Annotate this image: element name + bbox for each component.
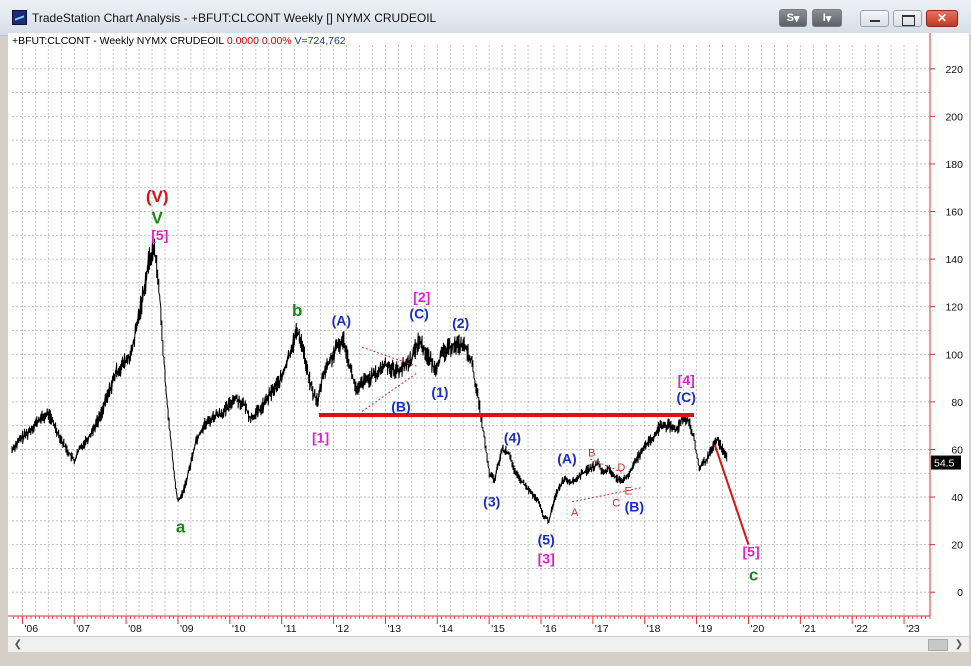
chart-area[interactable]: 0 20 40 60 80 100 120 140 160 180 200 220 '06 '07 '08 '… (8, 33, 969, 636)
x-tick-label: '17 (595, 623, 609, 635)
wave-label: b (292, 301, 302, 320)
wave-label: (B) (625, 498, 644, 514)
s-menu-button[interactable]: S ▾ (779, 9, 807, 27)
maximize-icon (902, 15, 915, 26)
y-tick-label: 100 (945, 349, 963, 361)
wave-label: c (749, 565, 758, 584)
minimize-icon (870, 20, 880, 22)
tradestation-app-icon (12, 10, 27, 25)
s-label: S (786, 12, 794, 24)
scroll-right-icon[interactable]: ❯ (954, 639, 964, 650)
wave-label: C (612, 498, 620, 510)
wave-label: (C) (409, 306, 428, 322)
x-tick-label: '07 (76, 623, 90, 635)
dashed-channel-line (361, 346, 417, 367)
wave-label: (A) (332, 313, 351, 329)
price-chart-svg[interactable]: 0 20 40 60 80 100 120 140 160 180 200 220 '06 '07 '08 '… (8, 33, 969, 636)
wave-label: [5] (743, 544, 760, 560)
x-tick-label: '12 (336, 623, 350, 635)
x-tick-label: '21 (802, 623, 816, 635)
wave-label: [2] (413, 289, 430, 305)
x-tick-label: '22 (854, 623, 868, 635)
wave-label: E (624, 486, 631, 498)
y-tick-label: 180 (945, 159, 963, 171)
price-line (11, 237, 728, 525)
wave-label: A (571, 507, 579, 519)
x-tick-label: '16 (543, 623, 557, 635)
x-tick-label: '13 (387, 623, 401, 635)
y-tick-label: 0 (957, 587, 963, 599)
grid-lines (12, 45, 931, 616)
wave-labels: (V)V[5]ab[1](A)(B)[2](C)(1)(2)(3)(4)(5)[… (146, 187, 760, 584)
x-tick-label: '14 (439, 623, 453, 635)
minimize-button[interactable] (860, 10, 889, 27)
wave-label: [1] (312, 429, 329, 445)
wave-label: [5] (151, 227, 168, 243)
i-label: I (822, 12, 826, 24)
y-tick-label: 160 (945, 207, 963, 219)
wave-label: D (617, 462, 625, 474)
symbol-label: +BFUT:CLCONT - Weekly NYMX CRUDEOIL (12, 35, 224, 47)
trend-line (713, 444, 750, 545)
wave-label: (2) (452, 315, 469, 331)
y-tick-label: 220 (945, 64, 963, 76)
wave-label: (V) (146, 187, 169, 206)
y-tick-label: 120 (945, 302, 963, 314)
x-tick-label: '08 (128, 623, 142, 635)
close-icon: ✕ (936, 11, 948, 25)
wave-label: (C) (677, 389, 696, 405)
y-tick-label: 80 (951, 397, 963, 409)
y-tick-label: 20 (951, 540, 963, 552)
close-button[interactable]: ✕ (926, 10, 958, 27)
wave-label: (4) (504, 429, 521, 445)
x-tick-label: '20 (750, 623, 764, 635)
i-menu-button[interactable]: I ▾ (812, 9, 842, 27)
axes: 0 20 40 60 80 100 120 140 160 180 200 220 '06 '07 '08 '… (8, 33, 963, 635)
x-tick-label: '10 (232, 623, 246, 635)
symbol-info-bar: +BFUT:CLCONT - Weekly NYMX CRUDEOIL 0.00… (12, 35, 346, 47)
change-label: 0.0000 0.00% (226, 35, 292, 47)
x-tick-label: '23 (906, 623, 920, 635)
wave-label: V (152, 208, 164, 227)
x-tick-label: '19 (699, 623, 713, 635)
y-tick-label: 60 (951, 444, 963, 456)
scroll-thumb[interactable] (928, 639, 948, 651)
wave-label: (1) (431, 384, 448, 400)
x-tick-label: '11 (284, 623, 297, 635)
wave-label: (3) (483, 494, 500, 510)
wave-label: (A) (557, 451, 576, 467)
price-series (11, 237, 728, 525)
scroll-left-icon[interactable]: ❮ (13, 639, 23, 650)
horizontal-scrollbar[interactable]: ❮ ❯ (8, 636, 969, 653)
last-price-text: 54.5 (934, 458, 955, 470)
volume-label: V=724,762 (294, 35, 346, 47)
x-tick-label: '06 (24, 623, 38, 635)
wave-label: B (588, 448, 595, 460)
x-tick-label: '09 (180, 623, 194, 635)
title-bar: TradeStation Chart Analysis - +BFUT:CLCO… (0, 0, 971, 36)
wave-label: (5) (538, 532, 555, 548)
window-title: TradeStation Chart Analysis - +BFUT:CLCO… (32, 11, 437, 25)
y-tick-label: 140 (945, 254, 963, 266)
wave-label: (B) (391, 398, 410, 414)
maximize-button[interactable] (893, 10, 922, 27)
trend-lines (319, 346, 750, 545)
last-price-badge: 54.5 (931, 455, 961, 470)
y-tick-label: 200 (945, 111, 963, 123)
wave-label: a (176, 518, 186, 537)
x-tick-label: '18 (647, 623, 661, 635)
dashed-channel-line (361, 372, 417, 412)
wave-label: [3] (538, 551, 555, 567)
last-price-box (931, 455, 961, 470)
status-strip (0, 652, 971, 666)
y-tick-label: 40 (951, 492, 963, 504)
wave-label: [4] (678, 372, 695, 388)
x-tick-label: '15 (491, 623, 505, 635)
